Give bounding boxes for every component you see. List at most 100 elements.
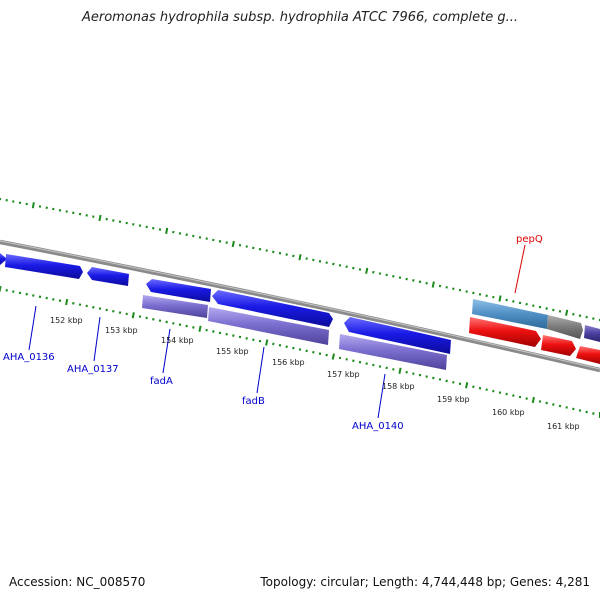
- minor-tick: [565, 406, 568, 409]
- tick-ring-outer: [0, 197, 600, 322]
- minor-tick: [552, 403, 555, 406]
- kbp-label: 160 kbp: [492, 408, 525, 417]
- label-leaders: [28, 244, 526, 419]
- minor-tick: [452, 381, 455, 384]
- minor-tick: [425, 281, 428, 285]
- minor-tick: [385, 273, 388, 277]
- major-tick: [31, 202, 35, 209]
- gene-feature[interactable]: [584, 325, 600, 342]
- minor-tick: [212, 330, 215, 333]
- minor-tick: [345, 358, 348, 361]
- minor-tick: [272, 342, 275, 346]
- minor-tick: [305, 257, 308, 260]
- minor-tick: [372, 363, 375, 367]
- minor-tick: [232, 334, 235, 337]
- major-tick: [331, 353, 335, 360]
- minor-tick: [485, 388, 488, 391]
- minor-tick: [385, 366, 388, 370]
- minor-tick: [472, 291, 475, 295]
- gene-feature[interactable]: [541, 335, 576, 356]
- minor-tick: [152, 317, 155, 321]
- gene-feature[interactable]: [146, 279, 211, 302]
- minor-tick: [492, 295, 495, 299]
- minor-tick: [472, 385, 475, 389]
- kbp-label: 159 kbp: [437, 395, 470, 404]
- minor-tick: [332, 262, 335, 266]
- major-tick: [398, 367, 402, 374]
- major-tick: [165, 227, 169, 234]
- gene-feature[interactable]: [212, 290, 333, 327]
- gene-feature[interactable]: [208, 307, 329, 345]
- kbp-label: 158 kbp: [382, 382, 415, 391]
- minor-tick: [352, 359, 355, 363]
- minor-tick: [372, 270, 375, 274]
- gene-feature[interactable]: [5, 254, 83, 279]
- gene-feature[interactable]: [547, 315, 583, 339]
- minor-tick: [172, 322, 175, 325]
- gene-label-aha-0136[interactable]: AHA_0136: [3, 352, 55, 363]
- minor-tick: [592, 412, 595, 415]
- minor-tick: [312, 350, 315, 354]
- gene-label-pepq[interactable]: pepQ: [516, 234, 543, 245]
- minor-tick: [292, 254, 295, 258]
- major-tick: [531, 396, 535, 404]
- major-tick: [98, 214, 102, 222]
- gene-feature[interactable]: [344, 317, 451, 354]
- gene-feature[interactable]: [472, 299, 548, 329]
- minor-tick: [545, 307, 548, 310]
- minor-tick: [165, 320, 168, 324]
- minor-tick: [592, 317, 595, 320]
- minor-tick: [432, 376, 435, 380]
- minor-tick: [392, 368, 395, 371]
- minor-tick: [292, 346, 295, 350]
- minor-tick: [512, 300, 515, 303]
- minor-tick: [285, 345, 288, 349]
- major-tick: [265, 339, 269, 346]
- major-tick: [198, 325, 202, 332]
- major-tick: [131, 312, 135, 319]
- minor-tick: [572, 407, 575, 411]
- minor-tick: [525, 302, 528, 306]
- minor-tick: [145, 316, 148, 320]
- gene-feature[interactable]: [576, 346, 600, 364]
- minor-tick: [585, 410, 588, 414]
- gene-feature[interactable]: [339, 334, 447, 370]
- minor-tick: [585, 315, 588, 319]
- minor-tick: [445, 379, 448, 383]
- minor-tick: [305, 349, 308, 353]
- accession-text: Accession: NC_008570: [9, 575, 146, 589]
- forward-strand: [0, 253, 600, 354]
- gene-label-fadb[interactable]: fadB: [242, 396, 265, 407]
- genome-backbone: [0, 239, 600, 373]
- minor-tick: [405, 370, 408, 374]
- kbp-label: 153 kbp: [105, 326, 138, 335]
- kbp-scale-labels: 152 kbp 153 kbp 154 kbp 155 kbp 156 kbp …: [50, 316, 580, 431]
- minor-tick: [552, 308, 555, 312]
- minor-tick: [505, 392, 508, 396]
- gene-feature[interactable]: [469, 317, 541, 347]
- genome-summary-text: Topology: circular; Length: 4,744,448 bp…: [260, 575, 590, 589]
- minor-tick: [245, 337, 248, 340]
- reverse-strand: [142, 295, 600, 370]
- kbp-label: 156 kbp: [272, 358, 305, 367]
- gene-label-aha-0137[interactable]: AHA_0137: [67, 364, 119, 375]
- major-tick: [498, 295, 502, 302]
- gene-label-aha-0140[interactable]: AHA_0140: [352, 421, 404, 432]
- tick-ring-inner: [0, 285, 600, 418]
- kbp-label: 155 kbp: [216, 347, 249, 356]
- major-tick: [565, 309, 569, 316]
- minor-tick: [425, 375, 428, 378]
- gene-label-fada[interactable]: fadA: [150, 376, 173, 387]
- gene-feature[interactable]: [87, 267, 129, 286]
- minor-tick: [572, 312, 575, 316]
- major-tick: [298, 254, 302, 261]
- gene-feature[interactable]: [0, 253, 7, 265]
- major-tick: [431, 281, 435, 288]
- minor-tick: [492, 389, 495, 393]
- minor-tick: [412, 372, 415, 375]
- minor-tick: [345, 265, 348, 269]
- minor-tick: [485, 294, 488, 298]
- gene-feature[interactable]: [142, 295, 208, 318]
- minor-tick: [185, 324, 188, 328]
